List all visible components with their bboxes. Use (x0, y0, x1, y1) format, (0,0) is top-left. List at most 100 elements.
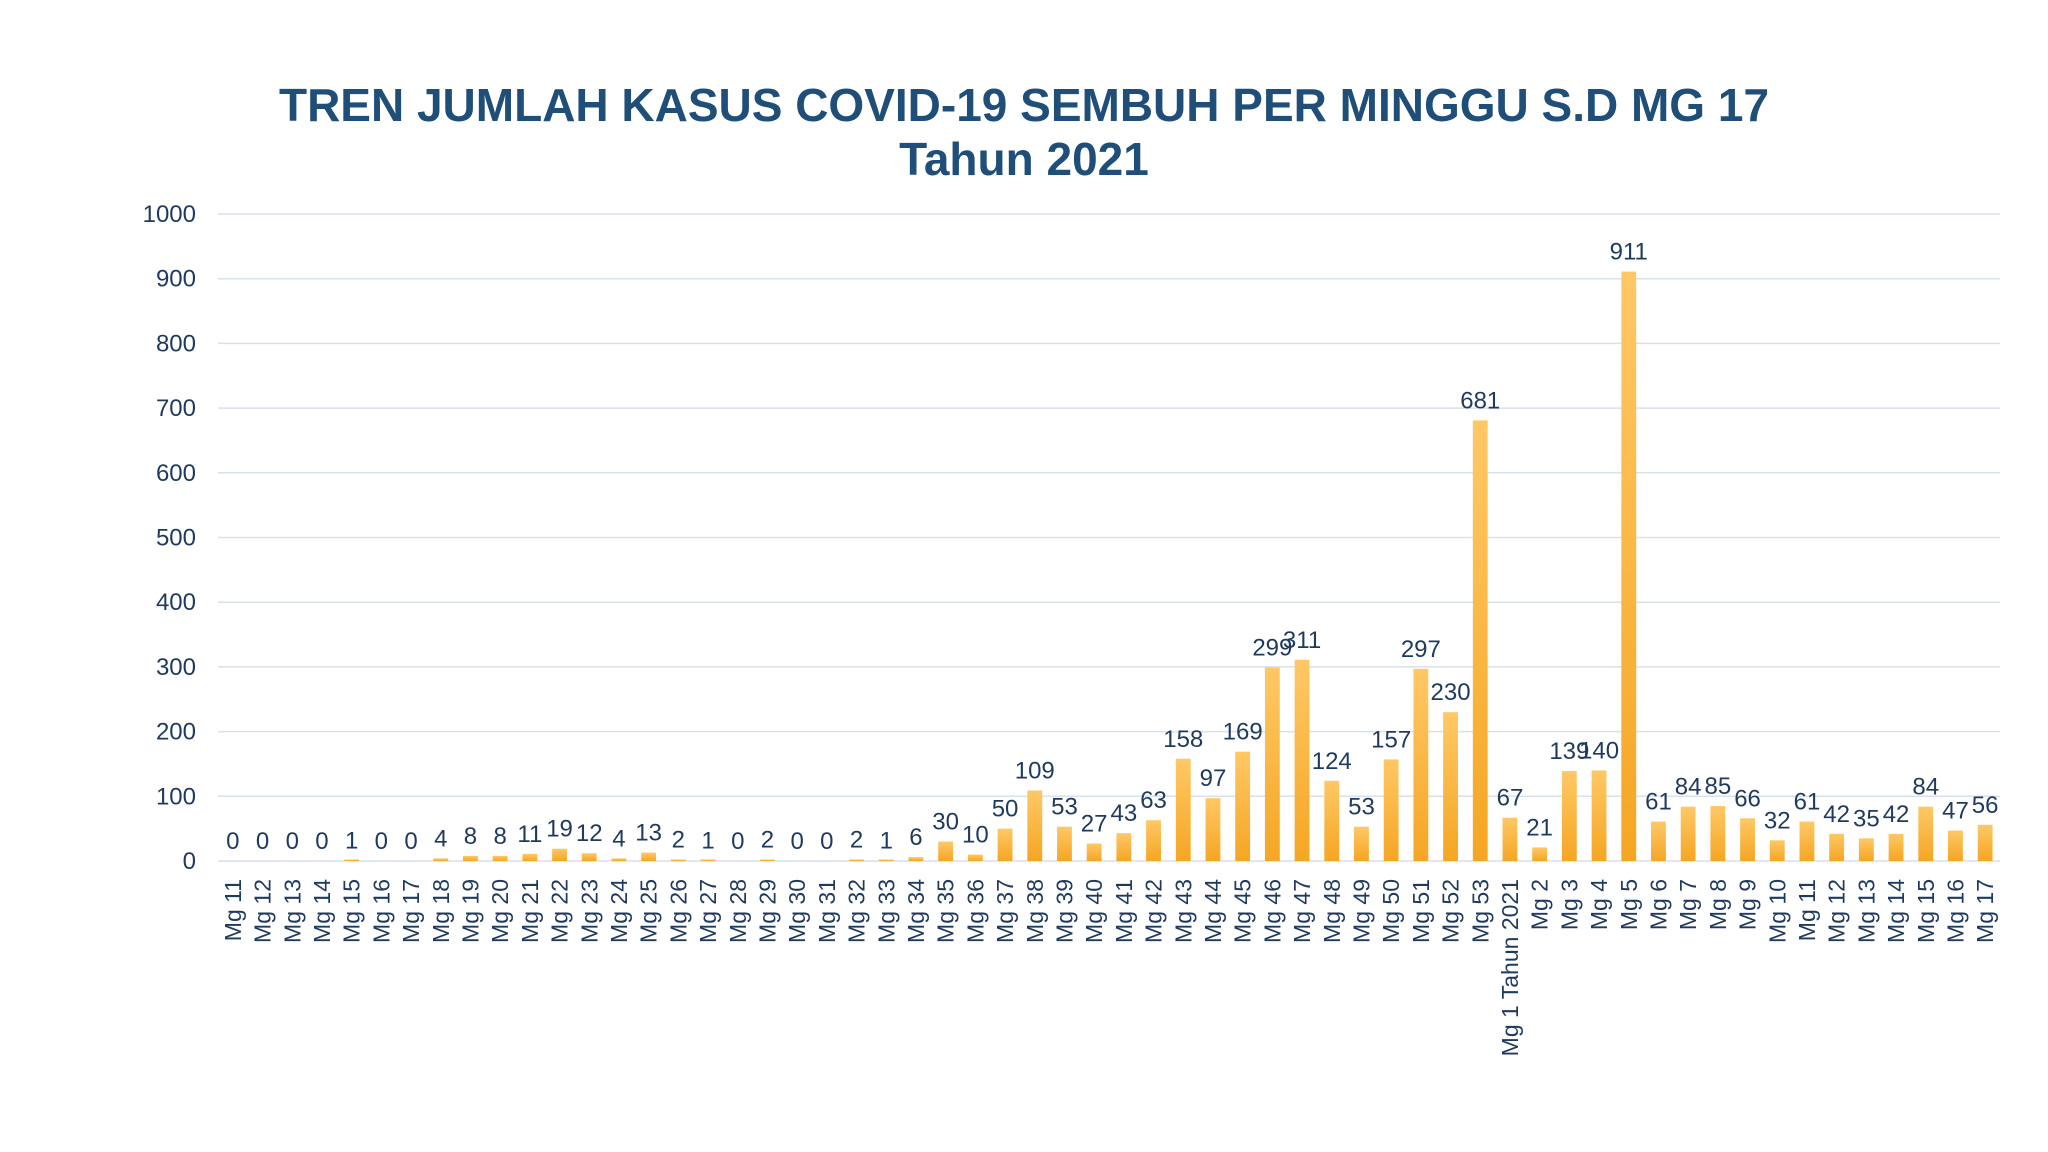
data-label: 2 (761, 827, 774, 854)
data-label: 61 (1794, 789, 1821, 816)
bar (1294, 659, 1310, 861)
x-category-label: Mg 36 (962, 879, 988, 943)
bar (641, 852, 657, 861)
x-category-label: Mg 3 (1556, 879, 1582, 930)
data-label: 1 (345, 827, 358, 854)
data-label: 2 (850, 827, 863, 854)
x-category-label: Mg 24 (606, 879, 632, 943)
data-label: 21 (1526, 814, 1553, 841)
x-category-label: Mg 22 (547, 879, 573, 943)
bar (1680, 806, 1696, 861)
x-category-label: Mg 13 (1853, 879, 1879, 943)
x-category-label: Mg 35 (933, 879, 959, 943)
bar (433, 858, 449, 861)
bar (670, 859, 686, 861)
x-category-label: Mg 27 (695, 879, 721, 943)
data-label: 299 (1252, 635, 1292, 662)
bar (1858, 838, 1874, 861)
chart-subtitle: Tahun 2021 (899, 133, 1149, 185)
x-category-label: Mg 12 (1824, 879, 1850, 943)
x-category-label: Mg 32 (844, 879, 870, 943)
bar (938, 841, 954, 861)
data-label: 1 (701, 827, 714, 854)
bar (878, 859, 894, 861)
x-category-label: Mg 28 (725, 879, 751, 943)
data-label: 109 (1015, 757, 1055, 784)
bar (1264, 667, 1280, 861)
data-label: 30 (932, 809, 959, 836)
data-label: 53 (1348, 794, 1375, 821)
bar (1383, 759, 1399, 861)
x-category-label: Mg 45 (1230, 879, 1256, 943)
bar (1324, 780, 1340, 861)
data-label: 10 (962, 822, 989, 849)
bar (581, 853, 597, 861)
bar (1502, 817, 1518, 861)
bar (1621, 271, 1637, 861)
data-label: 66 (1734, 785, 1761, 812)
data-label: 97 (1200, 765, 1227, 792)
data-label: 0 (820, 828, 833, 855)
data-label: 63 (1140, 787, 1167, 814)
data-label: 4 (434, 825, 447, 852)
bar (611, 858, 627, 861)
data-label: 19 (546, 816, 573, 843)
bar (1354, 826, 1369, 861)
bar (1027, 790, 1043, 861)
data-label: 8 (464, 823, 477, 850)
bar (1175, 758, 1191, 861)
x-category-label: Mg 49 (1348, 879, 1374, 943)
data-label: 84 (1912, 774, 1939, 801)
x-category-label: Mg 30 (784, 879, 810, 943)
bar (1146, 820, 1161, 861)
x-category-label: Mg 13 (279, 879, 305, 943)
x-category-label: Mg 23 (576, 879, 602, 943)
data-label: 0 (256, 828, 269, 855)
bar (1205, 798, 1221, 861)
data-label: 0 (286, 828, 299, 855)
bar (1888, 833, 1904, 861)
x-category-label: Mg 51 (1408, 879, 1434, 943)
bar (1413, 668, 1429, 861)
x-category-label: Mg 1 Tahun 2021 (1497, 879, 1523, 1056)
bar (1532, 847, 1548, 861)
x-category-label: Mg 18 (428, 879, 454, 943)
x-category-label: Mg 53 (1467, 879, 1493, 943)
bar (1057, 826, 1072, 861)
x-category-label: Mg 25 (636, 879, 662, 943)
data-label: 42 (1883, 801, 1910, 828)
y-tick-label: 1000 (143, 201, 196, 228)
bar (1948, 830, 1963, 861)
data-label: 911 (1610, 239, 1648, 266)
data-labels: 0 0 0 0 1 0 0 4 8 8 11 19 12 4 13 2 1 0 2 0 0 2 1 630 1050109532… (226, 239, 1998, 855)
x-category-label: Mg 4 (1586, 879, 1612, 930)
x-category-label: Mg 12 (250, 879, 276, 943)
bar (1918, 806, 1934, 861)
bar (1235, 751, 1251, 861)
x-category-label: Mg 26 (665, 879, 691, 943)
bar (552, 848, 567, 861)
x-category-label: Mg 39 (1051, 879, 1077, 943)
x-category-label: Mg 46 (1259, 879, 1285, 943)
gridlines (218, 213, 2000, 862)
x-category-label: Mg 38 (1022, 879, 1048, 943)
bar (908, 857, 924, 861)
x-category-label: Mg 11 (1794, 879, 1820, 941)
x-category-label: Mg 50 (1378, 879, 1404, 943)
bar (760, 859, 775, 861)
data-label: 27 (1081, 811, 1108, 838)
x-category-label: Mg 5 (1616, 879, 1642, 930)
x-category-label: Mg 48 (1319, 879, 1345, 943)
bar (1443, 712, 1458, 861)
data-label: 8 (493, 823, 506, 850)
bar (1710, 806, 1726, 861)
chart-title-block: TREN JUMLAH KASUS COVID-19 SEMBUH PER MI… (0, 78, 2048, 186)
bar (1740, 818, 1755, 861)
x-category-label: Mg 16 (1942, 879, 1968, 943)
bar (997, 828, 1013, 861)
x-category-label: Mg 6 (1645, 879, 1671, 930)
x-category-label: Mg 52 (1438, 879, 1464, 943)
x-category-label: Mg 34 (903, 879, 929, 943)
